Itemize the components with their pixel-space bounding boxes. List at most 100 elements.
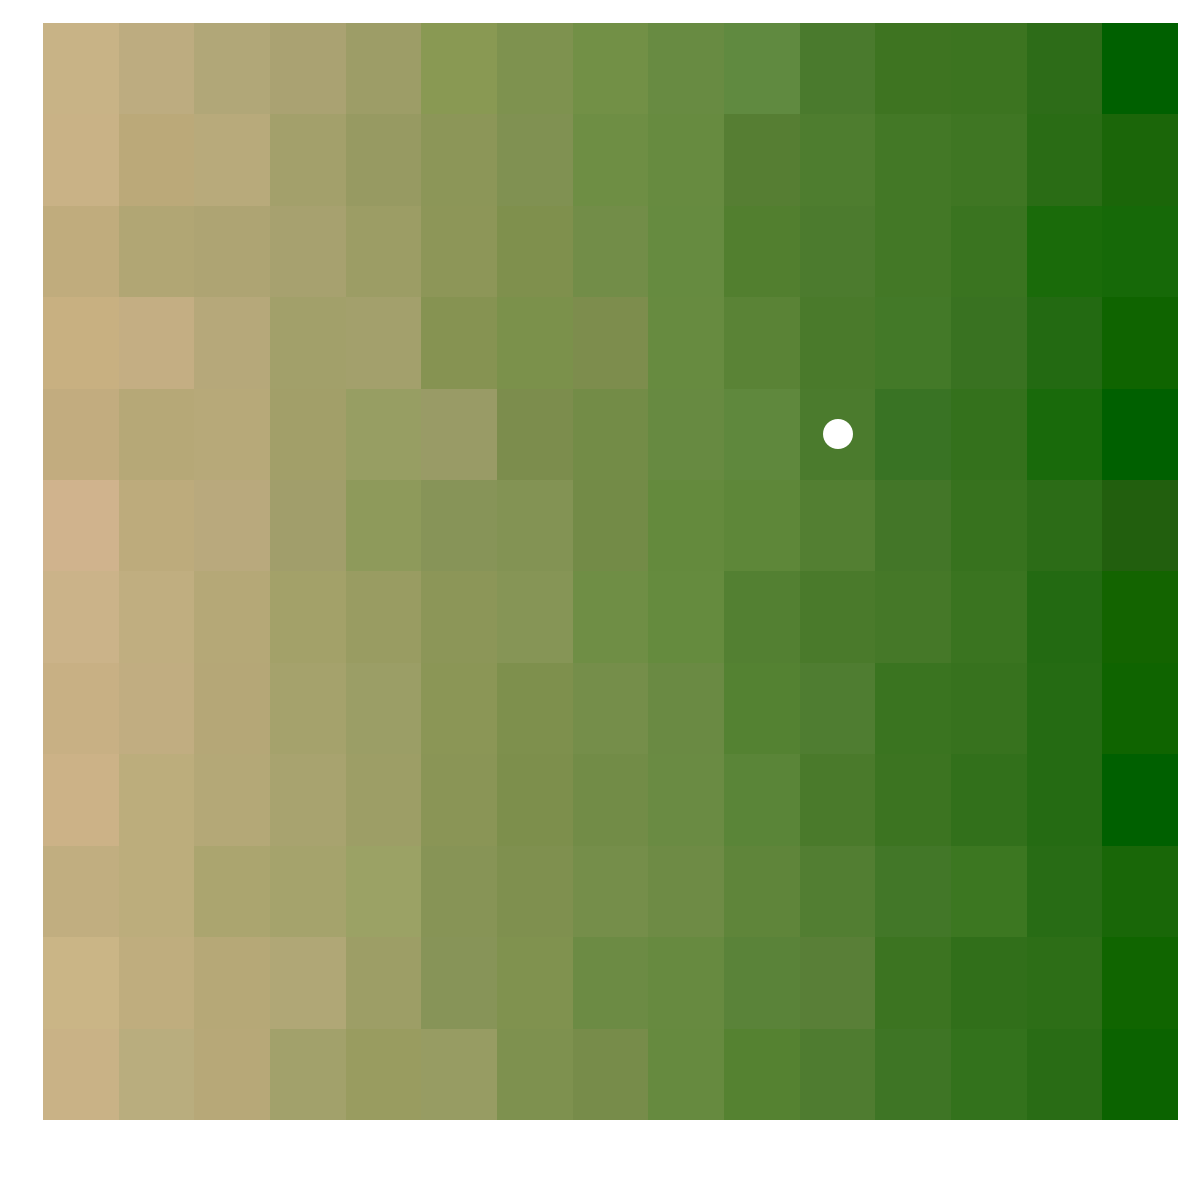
grid-tile[interactable] [875,297,951,389]
grid-tile[interactable] [1102,388,1178,481]
grid-tile[interactable] [875,571,951,663]
grid-tile[interactable] [723,845,800,938]
grid-tile[interactable] [421,23,497,115]
grid-tile[interactable] [723,114,800,206]
grid-tile[interactable] [43,480,119,572]
grid-tile[interactable] [194,297,270,389]
grid-tile[interactable] [799,845,876,938]
grid-tile[interactable] [345,754,422,846]
grid-tile[interactable] [875,937,951,1029]
grid-tile[interactable] [118,845,195,938]
grid-tile[interactable] [118,662,195,755]
grid-tile[interactable] [118,480,195,572]
grid-tile[interactable] [572,571,649,663]
grid-tile[interactable] [799,297,876,389]
grid-tile[interactable] [572,480,649,572]
grid-tile[interactable] [950,205,1027,298]
grid-tile[interactable] [43,754,119,846]
grid-tile[interactable] [875,388,951,481]
grid-tile[interactable] [723,571,800,663]
grid-tile[interactable] [421,845,497,938]
grid-tile[interactable] [43,23,119,115]
grid-tile[interactable] [194,205,270,298]
grid-tile[interactable] [421,388,497,481]
grid-tile[interactable] [875,205,951,298]
grid-tile[interactable] [496,571,573,663]
grid-tile[interactable] [1026,205,1103,298]
grid-tile[interactable] [118,114,195,206]
grid-tile[interactable] [875,23,951,115]
grid-tile[interactable] [269,937,346,1029]
grid-tile[interactable] [269,388,346,481]
grid-tile[interactable] [648,114,724,206]
grid-tile[interactable] [648,754,724,846]
grid-tile[interactable] [648,297,724,389]
grid-tile[interactable] [1026,937,1103,1029]
grid-tile[interactable] [723,754,800,846]
grid-tile[interactable] [43,114,119,206]
grid-tile[interactable] [799,754,876,846]
grid-tile[interactable] [1102,937,1178,1029]
game-board[interactable] [43,23,1178,1120]
grid-tile[interactable] [1026,662,1103,755]
player-marker[interactable] [822,419,853,450]
grid-tile[interactable] [345,297,422,389]
grid-tile[interactable] [421,937,497,1029]
grid-tile[interactable] [421,1028,497,1120]
grid-tile[interactable] [496,845,573,938]
grid-tile[interactable] [345,205,422,298]
grid-tile[interactable] [950,388,1027,481]
grid-tile[interactable] [496,1028,573,1120]
grid-tile[interactable] [950,571,1027,663]
grid-tile[interactable] [799,662,876,755]
grid-tile[interactable] [496,662,573,755]
grid-tile[interactable] [496,205,573,298]
grid-tile[interactable] [1026,480,1103,572]
grid-tile[interactable] [572,114,649,206]
grid-tile[interactable] [648,1028,724,1120]
grid-tile[interactable] [950,23,1027,115]
grid-tile[interactable] [950,754,1027,846]
grid-tile[interactable] [950,662,1027,755]
grid-tile[interactable] [345,480,422,572]
grid-tile[interactable] [875,480,951,572]
grid-tile[interactable] [648,937,724,1029]
grid-tile[interactable] [572,205,649,298]
grid-tile[interactable] [194,23,270,115]
grid-tile[interactable] [118,388,195,481]
grid-tile[interactable] [345,571,422,663]
grid-tile[interactable] [43,937,119,1029]
grid-tile[interactable] [269,662,346,755]
grid-tile[interactable] [572,754,649,846]
grid-tile[interactable] [723,23,800,115]
grid-tile[interactable] [421,297,497,389]
grid-tile[interactable] [269,845,346,938]
grid-tile[interactable] [345,845,422,938]
grid-tile[interactable] [1026,114,1103,206]
grid-tile[interactable] [1102,297,1178,389]
grid-tile[interactable] [118,205,195,298]
grid-tile[interactable] [1026,754,1103,846]
grid-tile[interactable] [950,845,1027,938]
grid-tile[interactable] [269,571,346,663]
grid-tile[interactable] [43,297,119,389]
grid-tile[interactable] [345,1028,422,1120]
grid-tile[interactable] [421,480,497,572]
grid-tile[interactable] [345,662,422,755]
grid-tile[interactable] [421,662,497,755]
grid-tile[interactable] [1026,571,1103,663]
grid-tile[interactable] [1102,23,1178,115]
grid-tile[interactable] [496,937,573,1029]
grid-tile[interactable] [799,1028,876,1120]
grid-tile[interactable] [1026,845,1103,938]
grid-tile[interactable] [1102,1028,1178,1120]
grid-tile[interactable] [345,388,422,481]
grid-tile[interactable] [875,114,951,206]
grid-tile[interactable] [421,754,497,846]
grid-tile[interactable] [572,23,649,115]
grid-tile[interactable] [799,114,876,206]
grid-tile[interactable] [799,571,876,663]
grid-tile[interactable] [194,662,270,755]
grid-tile[interactable] [43,1028,119,1120]
grid-tile[interactable] [1102,480,1178,572]
